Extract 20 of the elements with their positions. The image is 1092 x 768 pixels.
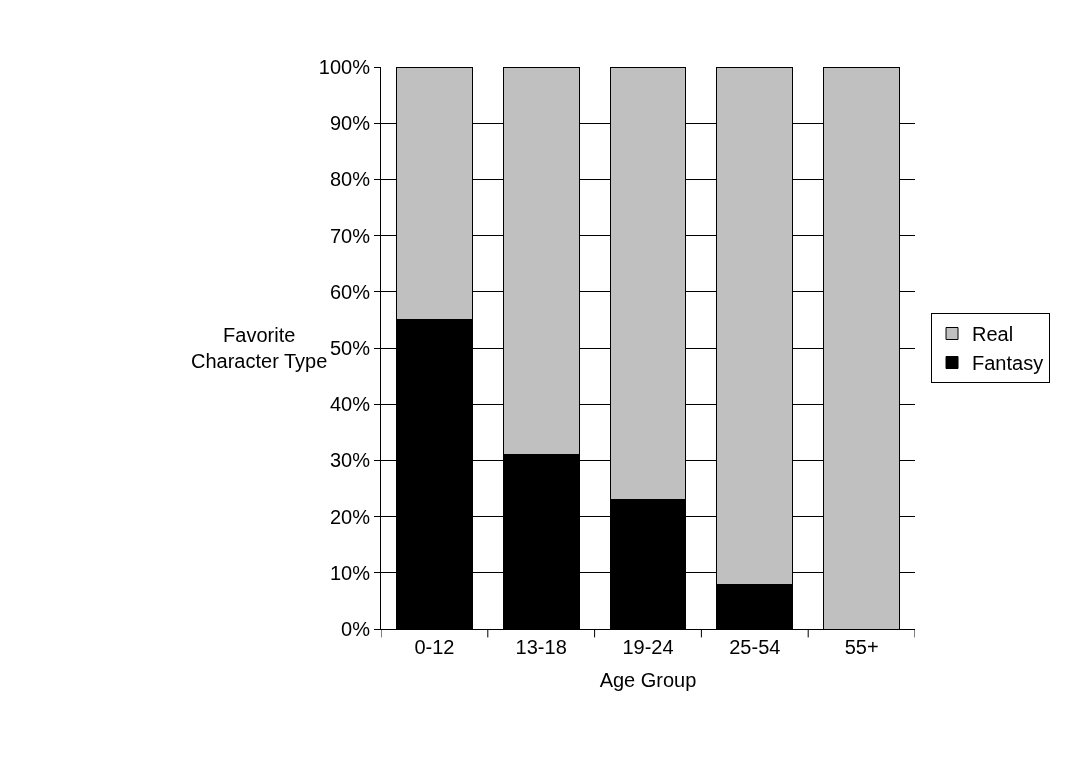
legend-label: Real <box>972 323 1014 346</box>
y-tick-label: 10% <box>329 561 371 584</box>
x-tick-label: 0-12 <box>414 636 455 658</box>
legend-label: Fantasy <box>972 352 1044 375</box>
x-axis-title: Age Group <box>599 668 697 691</box>
x-tick-label: 25-54 <box>729 636 781 658</box>
y-tick-label: 70% <box>329 224 371 247</box>
x-tick-label: 55+ <box>844 636 879 658</box>
y-tick-label: 0% <box>341 618 371 640</box>
x-tick-label: 19-24 <box>622 636 674 658</box>
y-tick-label: 30% <box>329 449 371 472</box>
y-tick-label: 40% <box>329 393 371 416</box>
y-tick-label: 20% <box>329 505 371 528</box>
y-tick-label: 50% <box>329 337 371 359</box>
y-axis-title: Favorite Character Type <box>191 324 328 372</box>
y-tick-label: 100% <box>318 56 371 78</box>
y-tick-label: 80% <box>329 168 371 191</box>
y-tick-label: 60% <box>329 280 371 303</box>
x-tick-label: 13-18 <box>515 636 567 658</box>
y-tick-label: 90% <box>329 112 371 135</box>
